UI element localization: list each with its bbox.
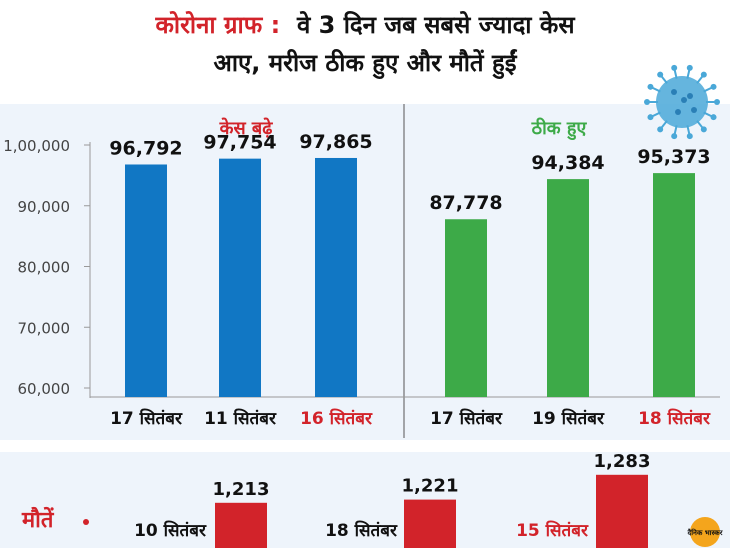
virus-spike-tip [710,114,717,121]
virus-spike-tip [671,133,678,140]
logo-circle [690,517,720,547]
virus-spike-tip [647,114,654,121]
recovered-category-label: 19 सितंबर [532,408,605,429]
title-highlight: कोरोना ग्राफ : [155,11,281,39]
virus-spike-tip [686,64,693,71]
virus-spike-tip [644,99,650,105]
virus-spike-tip [657,126,664,133]
recovered-value-label: 87,778 [429,192,502,214]
y-tick-label: 80,000 [18,259,71,277]
cases-category-label: 17 सितंबर [110,408,183,429]
deaths-bar [596,474,648,548]
virus-dot [691,107,697,113]
deaths-bar [404,499,456,548]
cases-category-label: 16 सितंबर [300,408,373,429]
y-tick-label: 1,00,000 [3,137,70,155]
virus-spike-tip [647,83,654,90]
recovered-title: ठीक हुए [531,117,588,141]
top-panel-background [0,104,730,440]
virus-spike-tip [714,99,720,105]
cases-bar [315,157,357,397]
deaths-title: मौतें [21,506,55,533]
cases-bar [219,158,261,397]
recovered-value-label: 94,384 [531,152,604,174]
y-tick-label: 60,000 [18,380,71,398]
recovered-bar [653,173,695,397]
deaths-category-label: 18 सितंबर [325,520,398,541]
title-line-2: आए, मरीज ठीक हुए और मौतें हुईं [213,49,517,77]
virus-dot [681,97,687,103]
deaths-category-label: 15 सितंबर [516,520,589,541]
logo-text: दैनिक भास्कर [687,528,724,537]
cases-value-label: 97,865 [299,131,372,153]
deaths-value-label: 1,283 [594,451,651,472]
virus-dot [675,109,681,115]
cases-bar [125,164,167,397]
cases-value-label: 97,754 [203,132,276,154]
virus-spike-tip [686,133,693,140]
y-tick-label: 70,000 [18,319,71,337]
recovered-category-label: 17 सितंबर [430,408,503,429]
virus-spike-tip [700,126,707,133]
virus-spike-tip [671,64,678,71]
deaths-value-label: 1,213 [213,479,270,500]
recovered-category-label: 18 सितंबर [638,408,711,429]
deaths-value-label: 1,221 [402,476,459,497]
virus-dot [671,89,677,95]
virus-spike-tip [657,71,664,78]
recovered-value-label: 95,373 [637,146,710,168]
virus-dot [687,93,693,99]
virus-icon [644,64,720,140]
recovered-bar [445,219,487,397]
title-line-1: कोरोना ग्राफ : वे 3 दिन जब सबसे ज्यादा क… [0,6,730,44]
dainik-bhaskar-logo: दैनिक भास्कर [687,517,724,547]
title-line-1-text: वे 3 दिन जब सबसे ज्यादा केस [296,11,575,39]
deaths-category-label: 10 सितंबर [134,520,207,541]
chart-title: कोरोना ग्राफ : वे 3 दिन जब सबसे ज्यादा क… [0,6,730,82]
recovered-bar [547,179,589,397]
deaths-bullet [83,519,89,525]
cases-category-label: 11 सितंबर [204,408,277,429]
cases-title: केस बढ़े [219,117,274,139]
virus-spike-tip [710,83,717,90]
y-tick-label: 90,000 [18,198,71,216]
deaths-bar [215,502,267,548]
cases-value-label: 96,792 [109,137,182,159]
virus-spike-tip [700,71,707,78]
